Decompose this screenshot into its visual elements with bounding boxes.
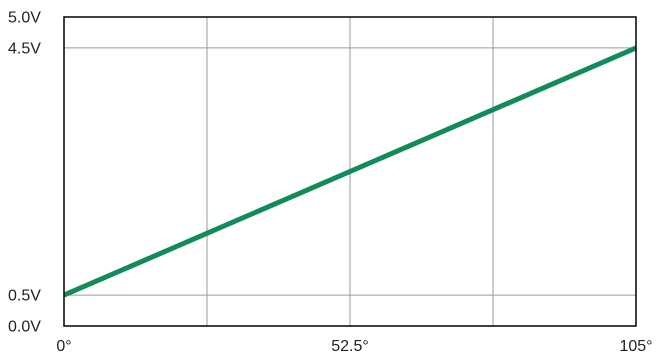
x-tick-label: 0° [56,338,71,355]
x-axis-ticks: 0° 52.5° 105° [56,338,652,355]
grid-lines [64,17,636,326]
y-tick-label: 0.5V [8,288,41,305]
y-tick-label: 5.0V [8,10,41,27]
y-axis-ticks: 0.0V 0.5V 4.5V 5.0V [8,10,41,336]
x-tick-label: 52.5° [331,338,369,355]
plot-frame [63,16,637,327]
y-tick-label: 0.0V [8,319,41,336]
series-layer [63,45,637,298]
x-tick-label: 105° [619,338,652,355]
series-line-0 [63,45,637,298]
y-tick-label: 4.5V [8,40,41,57]
